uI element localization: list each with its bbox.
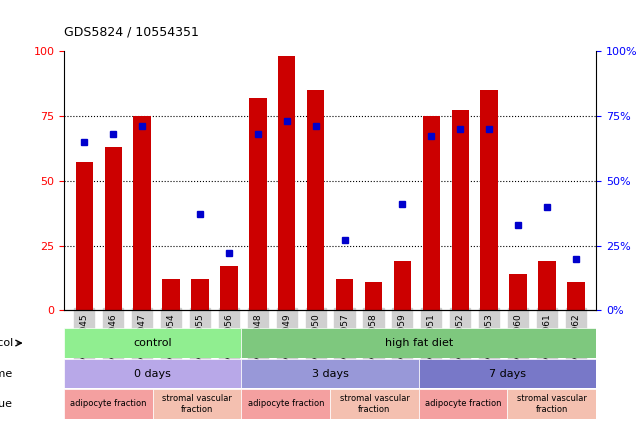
Text: adipocyte fraction: adipocyte fraction (247, 399, 324, 409)
Bar (307, 90, 324, 310)
FancyBboxPatch shape (419, 389, 508, 419)
Text: GDS5824 / 10554351: GDS5824 / 10554351 (64, 25, 199, 38)
Bar (221, 266, 238, 310)
FancyBboxPatch shape (419, 359, 596, 388)
Bar (422, 116, 440, 310)
Text: stromal vascular
fraction: stromal vascular fraction (162, 394, 232, 414)
FancyBboxPatch shape (64, 389, 153, 419)
Text: 0 days: 0 days (135, 368, 171, 379)
Bar (481, 90, 498, 310)
Bar (76, 162, 93, 310)
Bar (249, 98, 267, 310)
Bar (162, 279, 179, 310)
Text: stromal vascular
fraction: stromal vascular fraction (340, 394, 410, 414)
Bar (510, 274, 527, 310)
Bar (538, 261, 556, 310)
Text: 3 days: 3 days (312, 368, 349, 379)
Text: stromal vascular
fraction: stromal vascular fraction (517, 394, 587, 414)
Bar (365, 282, 382, 310)
Text: tissue: tissue (0, 399, 13, 409)
Text: protocol: protocol (0, 338, 13, 348)
FancyBboxPatch shape (508, 389, 596, 419)
FancyBboxPatch shape (330, 389, 419, 419)
Text: adipocyte fraction: adipocyte fraction (425, 399, 501, 409)
Text: adipocyte fraction: adipocyte fraction (70, 399, 147, 409)
Bar (104, 147, 122, 310)
Bar (278, 56, 296, 310)
Bar (191, 279, 209, 310)
Bar (394, 261, 411, 310)
Bar (451, 110, 469, 310)
FancyBboxPatch shape (242, 359, 419, 388)
Text: time: time (0, 368, 13, 379)
Text: 7 days: 7 days (489, 368, 526, 379)
FancyBboxPatch shape (153, 389, 242, 419)
Bar (133, 116, 151, 310)
FancyBboxPatch shape (242, 389, 330, 419)
FancyBboxPatch shape (64, 359, 242, 388)
Text: control: control (133, 338, 172, 348)
FancyBboxPatch shape (64, 328, 242, 358)
Text: high fat diet: high fat diet (385, 338, 453, 348)
Bar (567, 282, 585, 310)
FancyBboxPatch shape (242, 328, 596, 358)
Bar (336, 279, 353, 310)
